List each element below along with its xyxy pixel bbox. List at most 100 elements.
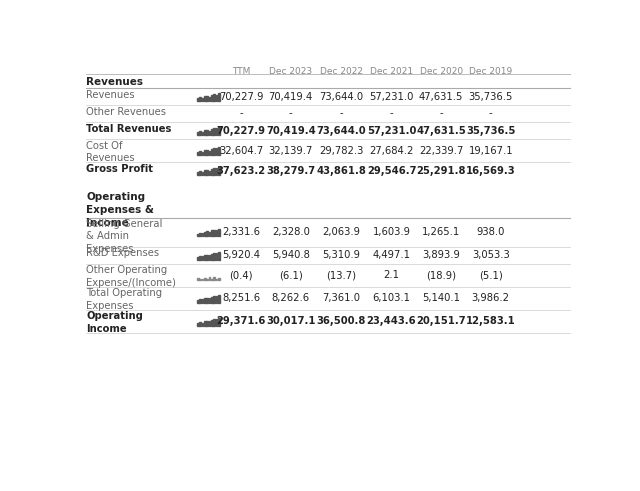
Text: 5,310.9: 5,310.9 [322, 250, 360, 260]
Bar [202, 132, 204, 135]
Bar [209, 299, 210, 302]
Bar [197, 234, 198, 236]
Text: TTM: TTM [232, 67, 250, 77]
Text: -: - [489, 109, 493, 119]
Text: 3,893.9: 3,893.9 [422, 250, 460, 260]
Text: -: - [439, 109, 443, 119]
Text: Total Revenues: Total Revenues [86, 124, 172, 134]
Text: 19,167.1: 19,167.1 [468, 145, 513, 156]
Bar [209, 232, 210, 236]
Bar [197, 132, 198, 135]
Bar [202, 152, 204, 155]
Text: 25,291.8: 25,291.8 [417, 165, 466, 176]
Bar [202, 171, 204, 175]
Text: 7,361.0: 7,361.0 [322, 294, 360, 303]
Bar [209, 276, 210, 279]
Text: 3,053.3: 3,053.3 [472, 250, 509, 260]
Text: Other Revenues: Other Revenues [86, 107, 166, 117]
Text: Total Operating
Expenses: Total Operating Expenses [86, 288, 163, 311]
Bar [216, 319, 217, 326]
Bar [213, 296, 215, 302]
Bar [209, 131, 210, 135]
Bar [204, 170, 205, 175]
Text: 2,331.6: 2,331.6 [222, 227, 260, 237]
Bar [213, 94, 215, 101]
Text: 29,782.3: 29,782.3 [319, 145, 364, 156]
Text: 30,017.1: 30,017.1 [266, 317, 316, 327]
Bar [211, 169, 212, 175]
Text: 8,262.6: 8,262.6 [272, 294, 310, 303]
Bar [204, 278, 205, 279]
Bar [199, 322, 201, 326]
Bar [211, 149, 212, 155]
Bar [197, 172, 198, 175]
Text: 2,328.0: 2,328.0 [272, 227, 310, 237]
Text: 12,583.1: 12,583.1 [466, 317, 516, 327]
Text: Other Operating
Expense/(Income): Other Operating Expense/(Income) [86, 265, 176, 288]
Text: 2.1: 2.1 [383, 270, 399, 280]
Text: 22,339.7: 22,339.7 [419, 145, 463, 156]
Bar [206, 96, 208, 101]
Bar [218, 93, 220, 101]
Bar [209, 170, 210, 175]
Text: (13.7): (13.7) [326, 270, 356, 280]
Bar [216, 148, 217, 155]
Bar [216, 168, 217, 175]
Text: Dec 2022: Dec 2022 [319, 67, 363, 77]
Bar [197, 152, 198, 155]
Text: 73,644.0: 73,644.0 [319, 92, 364, 102]
Text: 3,986.2: 3,986.2 [472, 294, 509, 303]
Text: (5.1): (5.1) [479, 270, 502, 280]
Bar [213, 253, 215, 260]
Text: Cost Of
Revenues: Cost Of Revenues [86, 140, 135, 163]
Text: Dec 2021: Dec 2021 [370, 67, 413, 77]
Bar [197, 300, 198, 302]
Text: 47,631.5: 47,631.5 [416, 126, 466, 136]
Text: Dec 2019: Dec 2019 [469, 67, 513, 77]
Bar [211, 253, 212, 260]
Bar [216, 278, 217, 279]
Text: Gross Profit: Gross Profit [86, 164, 153, 174]
Bar [204, 298, 205, 302]
Text: (6.1): (6.1) [279, 270, 303, 280]
Bar [197, 323, 198, 326]
Text: Operating
Expenses &
Income: Operating Expenses & Income [86, 192, 154, 228]
Bar [206, 298, 208, 302]
Text: 23,443.6: 23,443.6 [367, 317, 417, 327]
Text: R&D Expenses: R&D Expenses [86, 248, 159, 258]
Text: 938.0: 938.0 [477, 227, 505, 237]
Text: (0.4): (0.4) [230, 270, 253, 280]
Text: 73,644.0: 73,644.0 [316, 126, 366, 136]
Bar [209, 151, 210, 155]
Text: 5,140.1: 5,140.1 [422, 294, 460, 303]
Text: -: - [339, 109, 343, 119]
Text: 57,231.0: 57,231.0 [369, 92, 413, 102]
Bar [204, 255, 205, 260]
Text: -: - [239, 109, 243, 119]
Text: -: - [289, 109, 292, 119]
Text: 1,603.9: 1,603.9 [372, 227, 410, 237]
Bar [206, 321, 208, 326]
Bar [216, 296, 217, 302]
Text: 70,419.4: 70,419.4 [266, 126, 316, 136]
Bar [206, 170, 208, 175]
Bar [199, 97, 201, 101]
Bar [218, 167, 220, 175]
Bar [199, 171, 201, 175]
Bar [206, 231, 208, 236]
Bar [209, 255, 210, 260]
Text: Revenues: Revenues [86, 90, 135, 100]
Bar [204, 321, 205, 326]
Bar [204, 232, 205, 236]
Bar [211, 320, 212, 326]
Bar [204, 131, 205, 135]
Bar [213, 168, 215, 175]
Text: 57,231.0: 57,231.0 [367, 126, 416, 136]
Text: Revenues: Revenues [86, 77, 143, 86]
Text: 8,251.6: 8,251.6 [222, 294, 260, 303]
Bar [216, 95, 217, 101]
Text: Operating
Income: Operating Income [86, 311, 143, 334]
Bar [202, 323, 204, 326]
Text: 47,631.5: 47,631.5 [419, 92, 463, 102]
Text: Dec 2023: Dec 2023 [269, 67, 312, 77]
